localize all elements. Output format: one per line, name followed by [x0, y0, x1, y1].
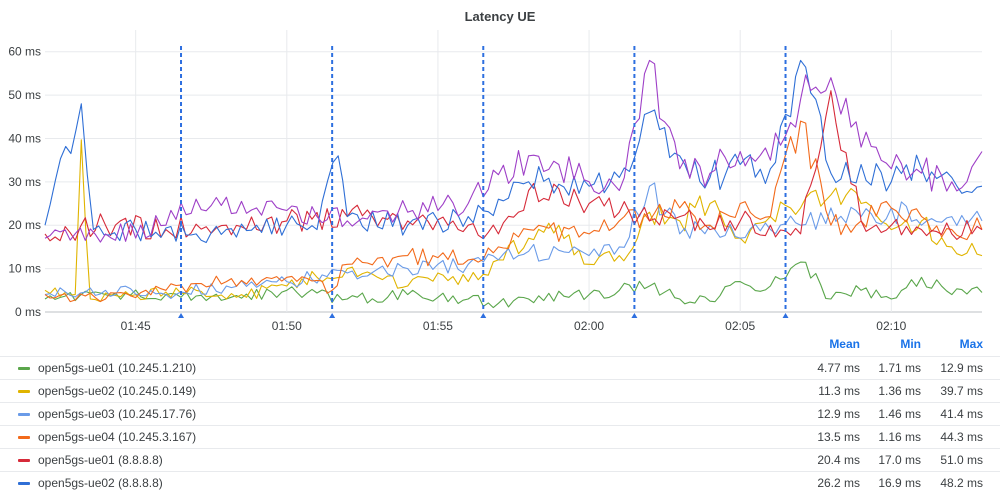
legend-row[interactable]: open5gs-ue02 (10.245.0.149) 11.3 ms 1.36 m… — [0, 379, 1000, 402]
legend-min-value: 1.36 ms — [878, 384, 921, 398]
y-tick-label: 10 ms — [8, 262, 41, 276]
event-marker-triangle[interactable] — [480, 313, 487, 318]
legend-mean-value: 20.4 ms — [817, 453, 860, 467]
legend-min-value: 1.71 ms — [878, 361, 921, 375]
legend-min-value: 1.16 ms — [878, 430, 921, 444]
legend-max-value: 39.7 ms — [940, 384, 983, 398]
series-line-4[interactable] — [44, 90, 983, 242]
legend-max-value: 12.9 ms — [940, 361, 983, 375]
series-line-1[interactable] — [44, 139, 983, 303]
legend-max-value: 44.3 ms — [940, 430, 983, 444]
legend-row[interactable]: open5gs-ue03 (10.245.17.76) 12.9 ms 1.46 m… — [0, 402, 1000, 425]
legend-row[interactable]: open5gs-ue01 (10.245.1.210) 4.77 ms 1.71 m… — [0, 356, 1000, 379]
legend-series-name[interactable]: open5gs-ue02 (10.245.0.149) — [38, 384, 197, 398]
y-tick-label: 20 ms — [8, 218, 41, 232]
legend-swatch — [18, 413, 30, 416]
x-tick-label: 01:50 — [272, 319, 302, 330]
plot-area[interactable]: 0 ms 10 ms 20 ms 30 ms 40 ms 50 ms 60 ms 01:45… — [0, 0, 1000, 330]
chart-title: Latency UE — [464, 9, 536, 24]
legend-mean-value: 26.2 ms — [817, 476, 860, 490]
event-marker-triangle[interactable] — [782, 313, 789, 318]
event-markers — [178, 46, 789, 318]
legend-col-min[interactable]: Min — [900, 337, 921, 351]
y-tick-label: 60 ms — [8, 45, 41, 59]
event-marker-triangle[interactable] — [178, 313, 185, 318]
series-line-0[interactable] — [44, 261, 983, 309]
legend-min-value: 17.0 ms — [878, 453, 921, 467]
legend-mean-value: 4.77 ms — [817, 361, 860, 375]
series-line-5[interactable] — [44, 59, 983, 244]
legend-mean-value: 13.5 ms — [817, 430, 860, 444]
legend-header: Mean Min Max — [0, 334, 1000, 356]
legend-series-name[interactable]: open5gs-ue01 (8.8.8.8) — [38, 453, 163, 467]
legend-max-value: 51.0 ms — [940, 453, 983, 467]
legend-mean-value: 11.3 ms — [818, 384, 860, 398]
legend-min-value: 16.9 ms — [878, 476, 921, 490]
legend-swatch — [18, 482, 30, 485]
legend-col-max[interactable]: Max — [959, 337, 983, 351]
x-tick-label: 02:00 — [574, 319, 604, 330]
event-marker-triangle[interactable] — [631, 313, 638, 318]
legend-col-mean[interactable]: Mean — [829, 337, 860, 351]
grid-lines — [45, 30, 982, 313]
legend-swatch — [18, 367, 30, 370]
y-tick-label: 40 ms — [8, 131, 41, 145]
legend-swatch — [18, 390, 30, 393]
legend-row[interactable]: open5gs-ue02 (8.8.8.8) 26.2 ms 16.9 ms 48.2… — [0, 471, 1000, 494]
legend-swatch — [18, 459, 30, 462]
y-tick-label: 0 ms — [15, 305, 41, 319]
x-tick-label: 02:10 — [876, 319, 906, 330]
x-axis: 01:45 01:50 01:55 02:00 02:05 02:10 — [121, 319, 907, 330]
event-marker-triangle[interactable] — [329, 313, 336, 318]
legend-max-value: 41.4 ms — [940, 407, 983, 421]
y-tick-label: 30 ms — [8, 175, 41, 189]
legend-series-name[interactable]: open5gs-ue02 (8.8.8.8) — [38, 476, 163, 490]
series-line-6[interactable] — [44, 59, 983, 243]
y-tick-label: 50 ms — [8, 88, 41, 102]
x-tick-label: 02:05 — [725, 319, 755, 330]
x-tick-label: 01:45 — [121, 319, 151, 330]
y-axis: 0 ms 10 ms 20 ms 30 ms 40 ms 50 ms 60 ms — [8, 45, 41, 319]
legend-table: Mean Min Max open5gs-ue01 (10.245.1.210)… — [0, 334, 1000, 494]
series-lines — [44, 59, 983, 309]
legend-max-value: 48.2 ms — [940, 476, 983, 490]
x-tick-label: 01:55 — [423, 319, 453, 330]
legend-series-name[interactable]: open5gs-ue04 (10.245.3.167) — [38, 430, 197, 444]
legend-mean-value: 12.9 ms — [817, 407, 860, 421]
legend-series-name[interactable]: open5gs-ue03 (10.245.17.76) — [38, 407, 197, 421]
legend-swatch — [18, 436, 30, 439]
legend-row[interactable]: open5gs-ue01 (8.8.8.8) 20.4 ms 17.0 ms 51.0… — [0, 448, 1000, 471]
legend-row[interactable]: open5gs-ue04 (10.245.3.167) 13.5 ms 1.16 m… — [0, 425, 1000, 448]
series-line-3[interactable] — [44, 120, 983, 303]
legend-min-value: 1.46 ms — [878, 407, 921, 421]
series-line-2[interactable] — [44, 182, 983, 299]
legend-series-name[interactable]: open5gs-ue01 (10.245.1.210) — [38, 361, 197, 375]
